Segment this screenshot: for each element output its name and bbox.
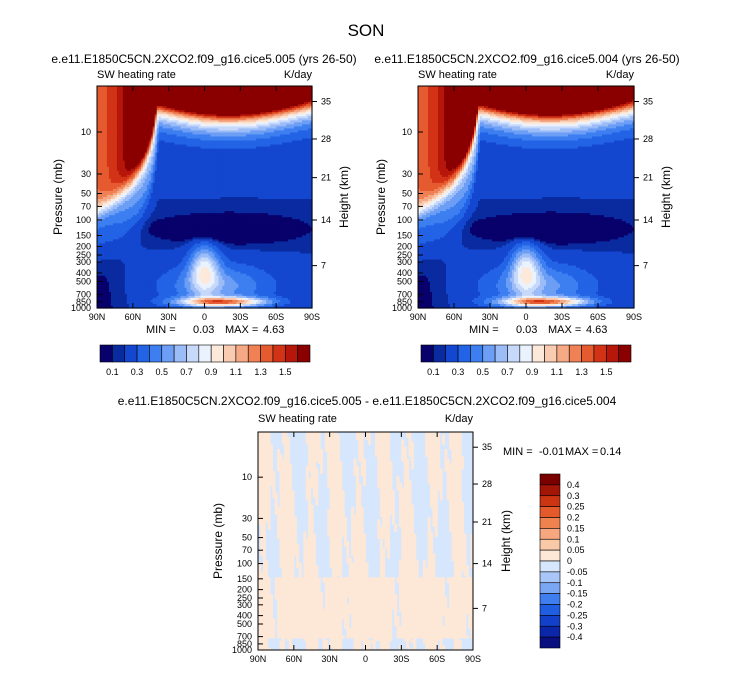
panel-left: e.e11.E1850C5CN.2XCO2.f09_g16.cice5.005 … bbox=[51, 52, 357, 377]
heating-rate-field bbox=[97, 86, 313, 309]
field-label: SW heating rate bbox=[97, 69, 176, 81]
figure: SON e.e11.E1850C5CN.2XCO2.f09_g16.cice5.… bbox=[0, 0, 733, 673]
main-title: SON bbox=[348, 21, 385, 40]
units-label: K/day bbox=[284, 69, 313, 81]
panel-title: e.e11.E1850C5CN.2XCO2.f09_g16.cice5.005 … bbox=[51, 52, 356, 66]
